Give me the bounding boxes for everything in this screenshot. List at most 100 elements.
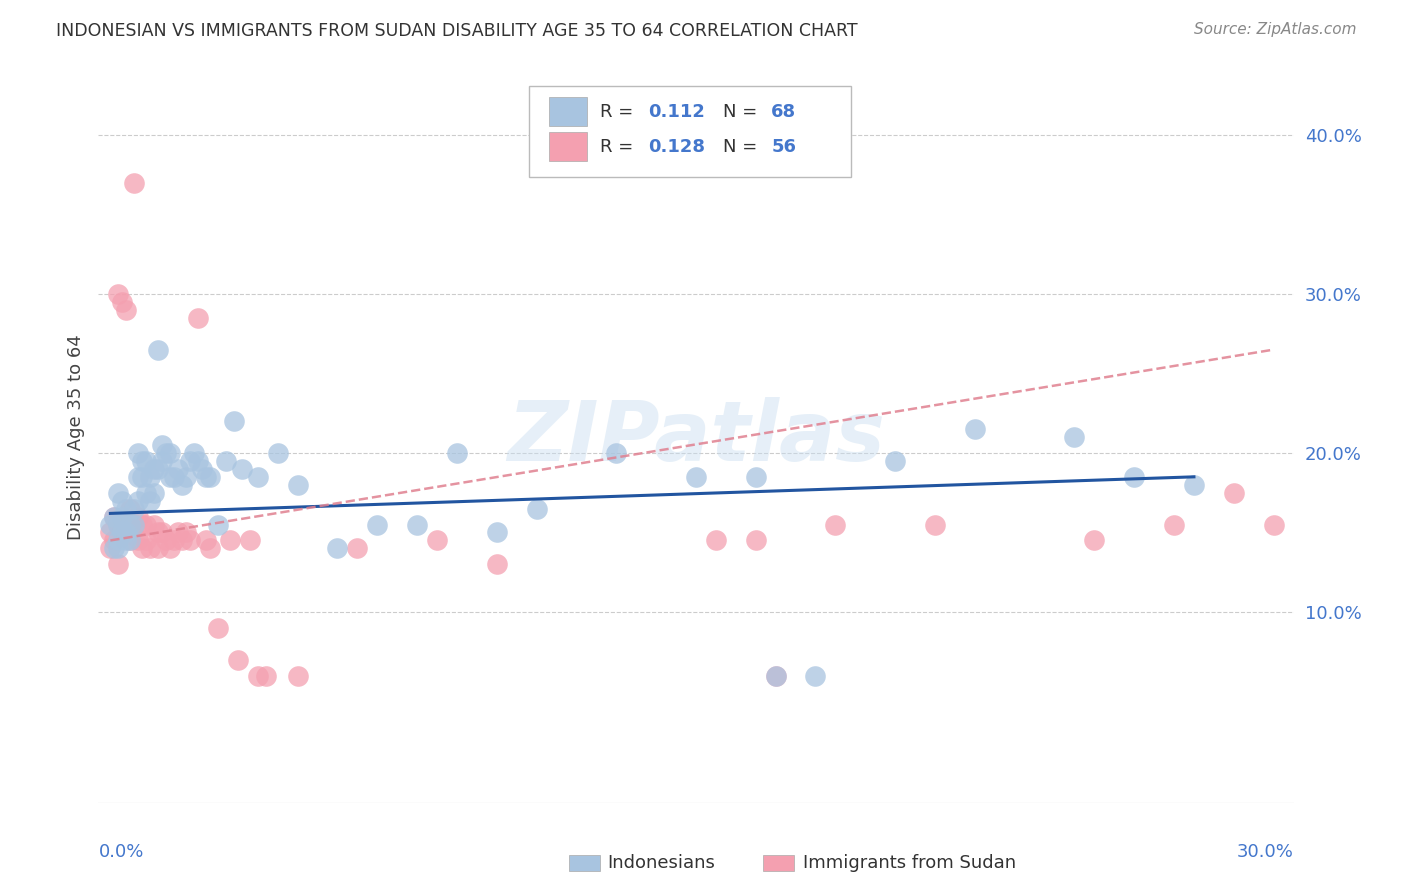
Point (1083, 533, 1105, 548)
Point (745, 533, 768, 548)
Point (254, 668, 277, 682)
Point (111, 509, 134, 524)
Point (120, 501, 142, 516)
Point (159, 470, 181, 484)
Point (139, 493, 162, 508)
Point (765, 668, 787, 682)
Y-axis label: Disability Age 35 to 64: Disability Age 35 to 64 (66, 334, 84, 540)
Point (135, 533, 157, 548)
Point (103, 533, 125, 548)
Point (884, 454, 907, 468)
Point (98, 525, 122, 540)
Point (1182, 477, 1205, 491)
Point (287, 477, 309, 491)
Point (963, 422, 986, 436)
Point (187, 454, 209, 468)
Point (246, 470, 269, 484)
Point (103, 509, 125, 524)
Point (120, 533, 142, 548)
Point (155, 533, 177, 548)
Point (103, 541, 125, 556)
Point (198, 541, 221, 556)
Point (124, 517, 146, 532)
Text: 0.0%: 0.0% (98, 843, 143, 861)
Point (111, 294, 134, 309)
Point (111, 493, 134, 508)
Text: 56: 56 (772, 137, 796, 156)
Point (139, 470, 162, 484)
Point (366, 517, 388, 532)
Point (103, 509, 125, 524)
FancyBboxPatch shape (529, 86, 852, 178)
Point (135, 454, 157, 468)
Point (107, 541, 129, 556)
Point (219, 533, 242, 548)
Point (127, 509, 149, 524)
Point (124, 176, 146, 190)
Point (326, 541, 349, 556)
Point (115, 302, 138, 317)
Point (148, 525, 170, 540)
Point (111, 525, 134, 540)
Point (120, 517, 142, 532)
Point (222, 414, 245, 428)
Point (150, 438, 173, 452)
Point (1263, 517, 1285, 532)
Point (115, 525, 138, 540)
Point (167, 462, 190, 476)
Point (179, 533, 201, 548)
Point (172, 533, 194, 548)
Point (150, 454, 173, 468)
Point (207, 621, 229, 635)
Point (1163, 517, 1185, 532)
Point (120, 533, 142, 548)
Point (143, 462, 166, 476)
Point (107, 485, 129, 500)
Point (143, 517, 166, 532)
Point (107, 558, 129, 572)
Text: 0.112: 0.112 (648, 103, 704, 120)
Point (155, 446, 177, 460)
Point (148, 343, 170, 357)
Point (131, 517, 153, 532)
Point (135, 517, 157, 532)
Point (207, 517, 229, 532)
Point (131, 470, 153, 484)
Point (446, 446, 468, 460)
Text: 30.0%: 30.0% (1237, 843, 1294, 861)
Point (98, 541, 122, 556)
Point (107, 517, 129, 532)
Point (1223, 485, 1246, 500)
Bar (548, 132, 588, 161)
Bar (548, 97, 588, 127)
Point (115, 533, 138, 548)
Point (765, 668, 787, 682)
Point (239, 533, 262, 548)
Point (127, 446, 149, 460)
Point (148, 462, 170, 476)
Point (485, 558, 508, 572)
Point (127, 533, 149, 548)
Point (685, 470, 707, 484)
Point (120, 517, 142, 532)
Point (1123, 470, 1146, 484)
Point (745, 470, 768, 484)
Point (924, 517, 946, 532)
Point (824, 517, 846, 532)
Text: Immigrants from Sudan: Immigrants from Sudan (803, 854, 1017, 871)
Point (1063, 430, 1085, 444)
Point (174, 470, 197, 484)
Point (246, 668, 269, 682)
Point (526, 501, 548, 516)
Text: ZIPatlas: ZIPatlas (508, 397, 884, 477)
Point (131, 541, 153, 556)
Point (231, 462, 253, 476)
Point (226, 653, 249, 667)
Point (267, 446, 290, 460)
Point (163, 470, 186, 484)
Point (426, 533, 449, 548)
Point (198, 470, 221, 484)
Text: Indonesians: Indonesians (607, 854, 716, 871)
Point (485, 525, 508, 540)
Point (191, 462, 214, 476)
